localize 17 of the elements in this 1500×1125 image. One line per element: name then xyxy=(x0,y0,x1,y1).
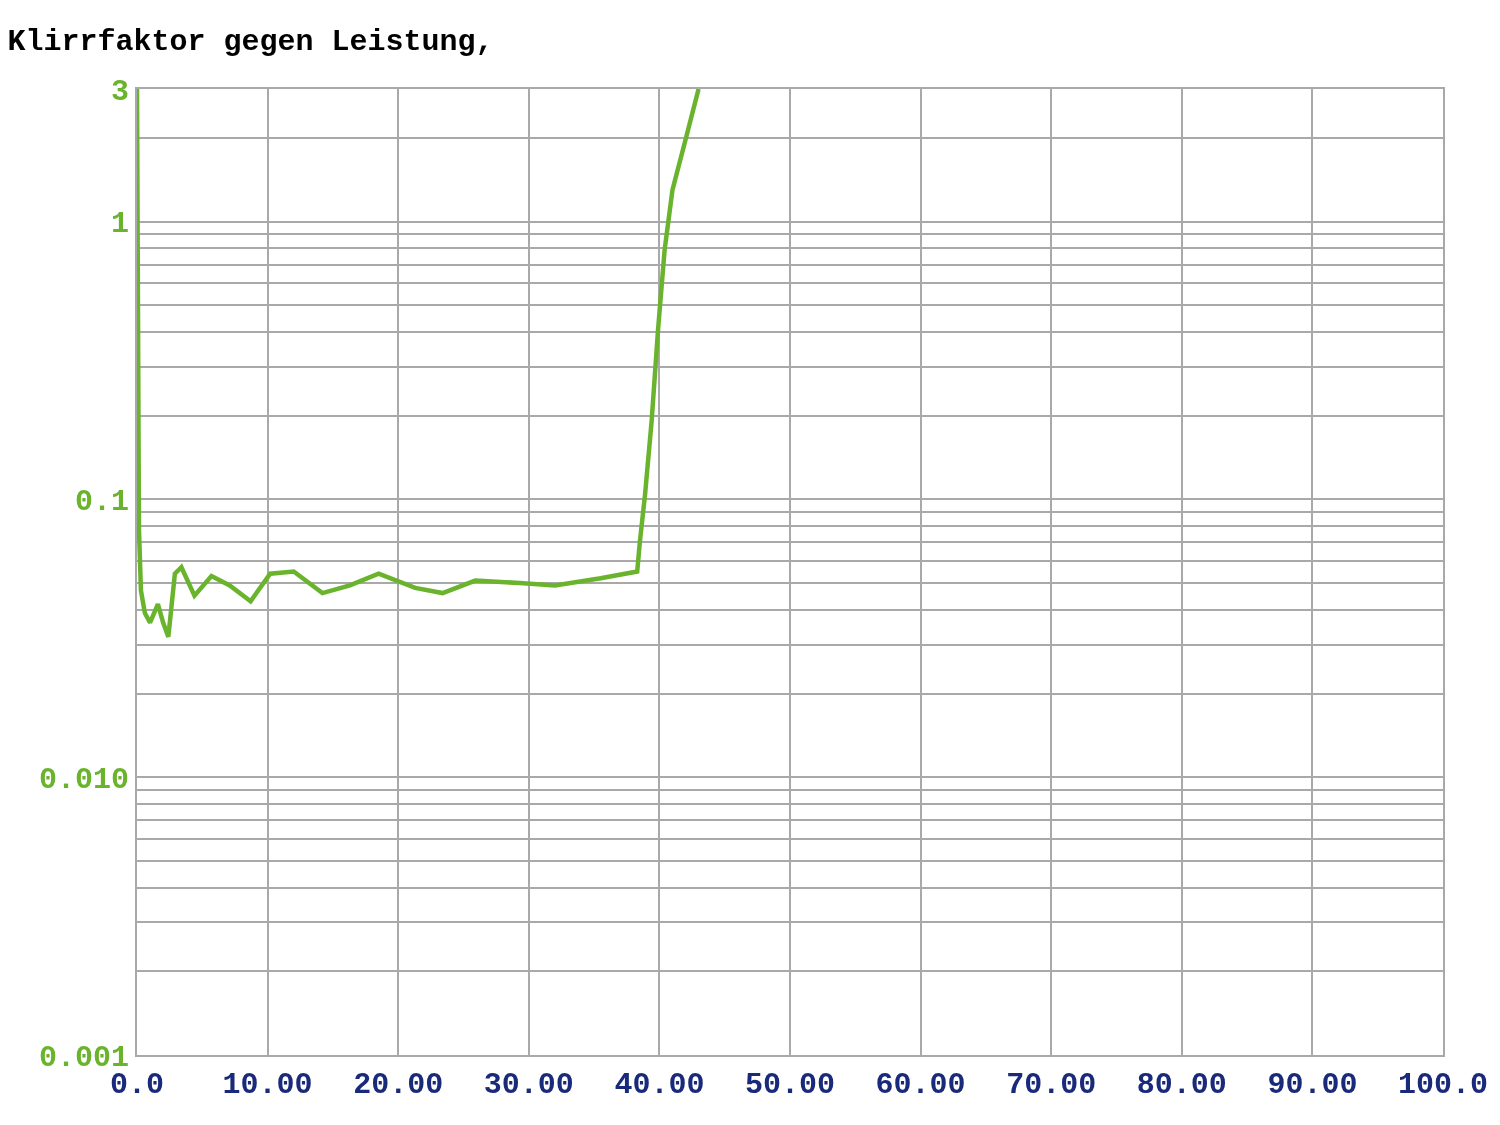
x-tick-label: 80.00 xyxy=(1136,1068,1227,1102)
x-tick-label: 50.00 xyxy=(744,1068,836,1102)
y-tick-label: 3 xyxy=(110,74,129,109)
x-tick-label: 40.00 xyxy=(614,1068,705,1102)
x-tick-label: 10.00 xyxy=(222,1068,313,1102)
y-tick-label: 1 xyxy=(110,207,129,242)
y-tick-label: 0.010 xyxy=(38,762,129,797)
x-tick-label: 20.00 xyxy=(353,1068,444,1102)
x-tick-label: 0.0 xyxy=(109,1068,165,1102)
x-tick-label: 60.00 xyxy=(875,1068,966,1102)
x-tick-label: 100.0 xyxy=(1397,1068,1489,1102)
x-tick-label: 70.00 xyxy=(1006,1068,1097,1102)
chart-title: Klirrfaktor gegen Leistung, xyxy=(7,24,494,59)
x-tick-label: 90.00 xyxy=(1267,1068,1358,1102)
x-tick-label: 30.00 xyxy=(483,1068,574,1102)
line-series xyxy=(137,89,701,640)
y-tick-label: 0.1 xyxy=(74,484,129,519)
